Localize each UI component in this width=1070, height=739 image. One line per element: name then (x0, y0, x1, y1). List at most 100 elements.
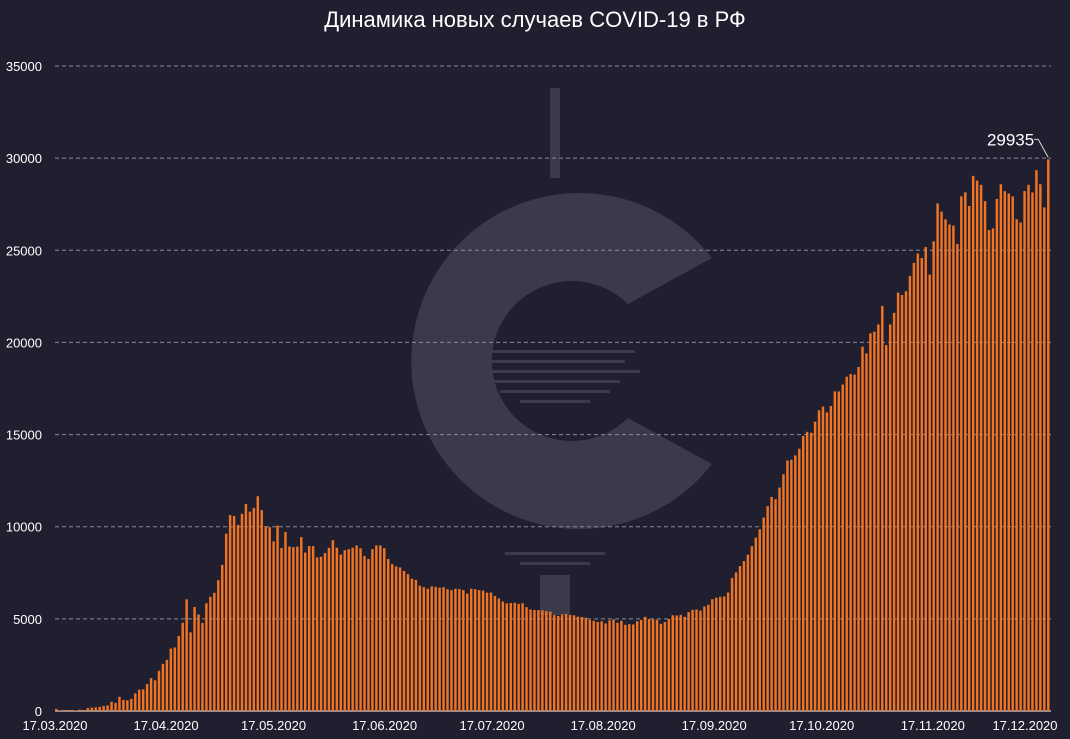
bar (82, 709, 86, 711)
bar (841, 384, 844, 711)
bar (616, 622, 619, 711)
bar (928, 274, 931, 711)
x-tick-label: 17.05.2020 (241, 718, 306, 733)
bar (912, 262, 916, 711)
bar (248, 511, 252, 711)
bar (114, 702, 117, 711)
bar (430, 586, 433, 711)
bar (414, 579, 418, 711)
bar (995, 198, 999, 711)
bar (798, 448, 801, 711)
bar (999, 184, 1003, 712)
bar (78, 709, 82, 711)
bar (620, 620, 623, 711)
bar (742, 561, 746, 711)
bar (754, 537, 758, 711)
bar (481, 590, 485, 711)
bar (509, 602, 512, 711)
bar (628, 624, 631, 711)
bar (228, 515, 232, 711)
bar (1023, 191, 1026, 711)
bar (699, 610, 702, 711)
bar (873, 331, 876, 711)
bar (632, 624, 635, 711)
bar (138, 689, 141, 711)
bar (553, 615, 556, 711)
bar (390, 564, 394, 711)
bar (493, 595, 497, 711)
y-axis: 0 5000 10000 15000 20000 25000 30000 35000 (6, 59, 42, 719)
bar (1031, 192, 1034, 712)
bar (636, 621, 639, 711)
y-tick-label: 0 (35, 704, 42, 719)
bar (355, 545, 358, 711)
bar (750, 546, 754, 711)
bar (197, 614, 200, 711)
bar (659, 623, 663, 711)
bar (1039, 184, 1042, 712)
bar (564, 613, 568, 711)
x-tick-label: 17.09.2020 (682, 718, 747, 733)
bar (173, 647, 177, 711)
bar (1047, 159, 1050, 712)
bar (221, 564, 224, 711)
bar (264, 526, 267, 711)
x-axis: 17.03.2020 17.04.2020 17.05.2020 17.06.2020… (22, 718, 1057, 733)
bar (813, 421, 817, 711)
bar (849, 374, 852, 711)
bar (983, 201, 987, 712)
y-tick-label: 30000 (6, 151, 42, 166)
bar (256, 496, 260, 711)
bar (315, 557, 319, 711)
bar (600, 621, 603, 711)
bar (497, 598, 501, 711)
bar (726, 592, 730, 711)
y-tick-label: 35000 (6, 59, 42, 74)
bar (74, 710, 78, 711)
bar (418, 585, 422, 711)
bar (422, 587, 426, 711)
bar (252, 508, 256, 711)
bar (845, 376, 848, 711)
bar (549, 611, 552, 711)
bar (70, 710, 74, 711)
bar (829, 406, 833, 711)
bar (572, 615, 576, 711)
bar (687, 612, 690, 711)
bar (675, 615, 678, 711)
bar (892, 312, 896, 711)
bar (205, 603, 208, 711)
bar (604, 623, 607, 711)
bar (525, 607, 528, 711)
bar (311, 546, 315, 711)
bar (888, 324, 892, 711)
bar (707, 604, 710, 711)
bar (90, 707, 94, 711)
bar (900, 295, 904, 711)
bar (141, 689, 145, 711)
bar (327, 547, 331, 711)
bar (513, 602, 516, 711)
bar (304, 552, 307, 711)
bar (932, 241, 935, 711)
bar (473, 589, 477, 711)
bar (236, 524, 240, 711)
bar (347, 549, 350, 711)
bar (940, 211, 943, 711)
bar (624, 624, 627, 711)
bar (948, 224, 951, 711)
y-tick-label: 10000 (6, 520, 42, 535)
bar (466, 593, 469, 711)
y-tick-label: 15000 (6, 428, 42, 443)
bar (683, 616, 686, 711)
bar (639, 619, 643, 711)
bar (240, 513, 244, 711)
bar (853, 374, 856, 711)
bar (968, 206, 971, 711)
bar (292, 547, 295, 711)
bar (1007, 193, 1010, 711)
bar (145, 684, 149, 711)
bar (608, 620, 611, 711)
bar (987, 230, 991, 711)
bar-series (55, 159, 1050, 712)
